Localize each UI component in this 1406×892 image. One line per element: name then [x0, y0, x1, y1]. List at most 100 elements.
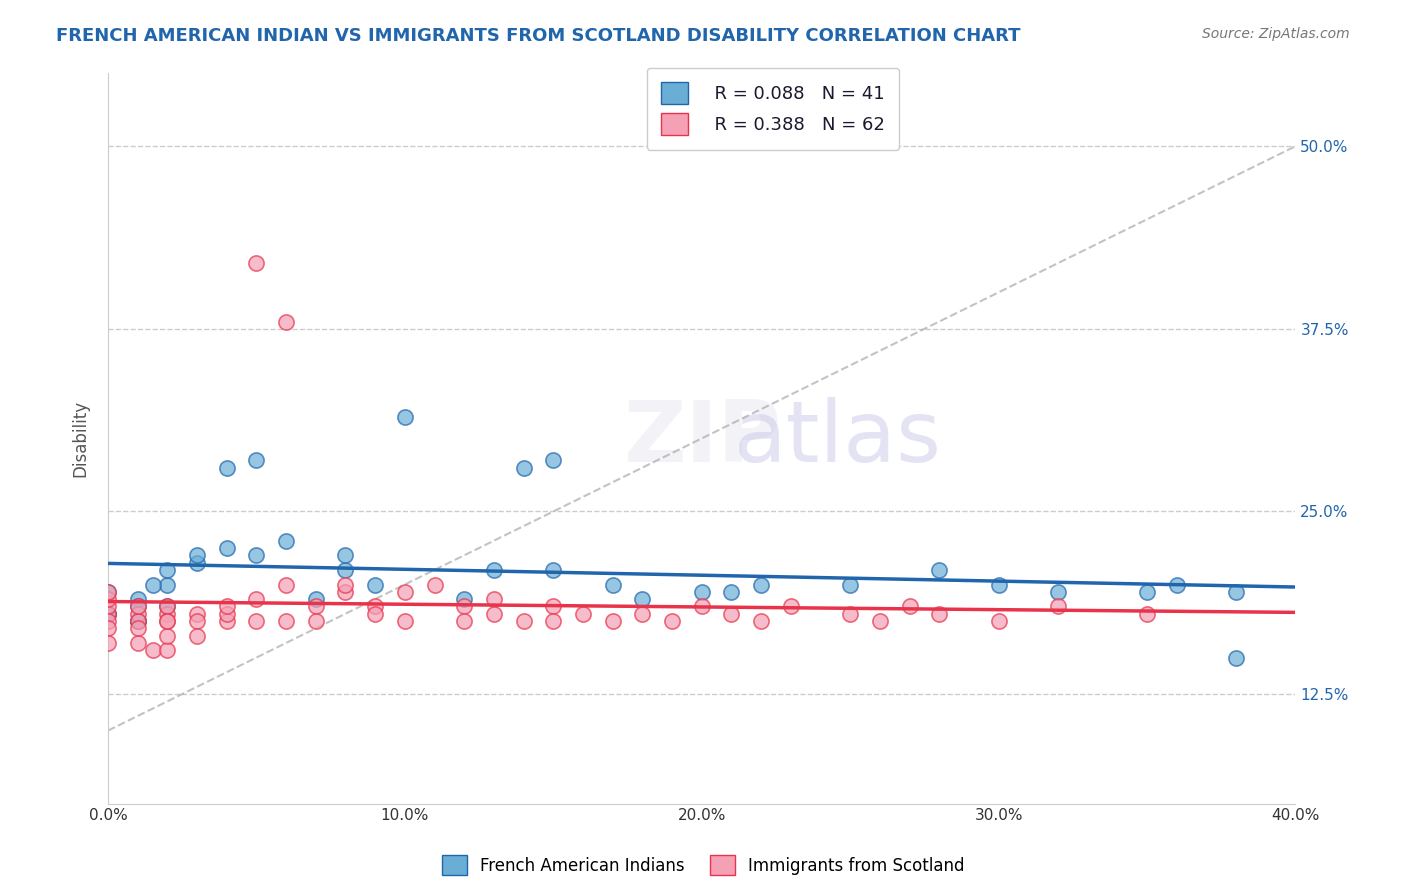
Point: [97, 607, 120, 621]
Point: [987, 614, 1010, 628]
Point: [1225, 650, 1247, 665]
Point: [127, 614, 149, 628]
Point: [97, 584, 120, 599]
Point: [335, 563, 357, 577]
Point: [1136, 584, 1159, 599]
Point: [512, 460, 534, 475]
Point: [1136, 607, 1159, 621]
Point: [97, 607, 120, 621]
Point: [423, 577, 446, 591]
Point: [482, 563, 505, 577]
Point: [274, 533, 297, 548]
Point: [245, 256, 267, 270]
Point: [305, 592, 328, 607]
Point: [186, 556, 208, 570]
Point: [928, 563, 950, 577]
Point: [156, 643, 179, 657]
Point: [364, 607, 387, 621]
Point: [453, 592, 475, 607]
Point: [127, 614, 149, 628]
Legend: French American Indians, Immigrants from Scotland: French American Indians, Immigrants from…: [433, 847, 973, 884]
Point: [543, 453, 565, 467]
Point: [97, 599, 120, 614]
Point: [186, 629, 208, 643]
Point: [572, 607, 595, 621]
Text: Source: ZipAtlas.com: Source: ZipAtlas.com: [1202, 27, 1350, 41]
Text: FRENCH AMERICAN INDIAN VS IMMIGRANTS FROM SCOTLAND DISABILITY CORRELATION CHART: FRENCH AMERICAN INDIAN VS IMMIGRANTS FRO…: [56, 27, 1021, 45]
Point: [186, 549, 208, 563]
Point: [661, 614, 683, 628]
Point: [186, 607, 208, 621]
Point: [335, 549, 357, 563]
Point: [141, 643, 163, 657]
Point: [305, 614, 328, 628]
Point: [97, 607, 120, 621]
Point: [631, 607, 654, 621]
Point: [482, 592, 505, 607]
Point: [186, 614, 208, 628]
Point: [127, 614, 149, 628]
Point: [1046, 584, 1069, 599]
Point: [839, 577, 862, 591]
Point: [97, 621, 120, 635]
Point: [156, 563, 179, 577]
Point: [482, 607, 505, 621]
Point: [245, 549, 267, 563]
Point: [543, 614, 565, 628]
Point: [335, 584, 357, 599]
Point: [127, 621, 149, 635]
Point: [869, 614, 891, 628]
Point: [97, 636, 120, 650]
Point: [394, 614, 416, 628]
Point: [720, 584, 742, 599]
Legend:   R = 0.088   N = 41,   R = 0.388   N = 62: R = 0.088 N = 41, R = 0.388 N = 62: [647, 68, 898, 150]
Text: atlas: atlas: [734, 397, 942, 480]
Point: [987, 577, 1010, 591]
Point: [274, 614, 297, 628]
Point: [928, 607, 950, 621]
Point: [543, 563, 565, 577]
Point: [156, 614, 179, 628]
Point: [156, 607, 179, 621]
Point: [335, 577, 357, 591]
Point: [97, 584, 120, 599]
Point: [690, 584, 713, 599]
Point: [215, 599, 238, 614]
Point: [156, 577, 179, 591]
Point: [97, 614, 120, 628]
Point: [305, 599, 328, 614]
Point: [779, 599, 801, 614]
Point: [543, 599, 565, 614]
Point: [749, 614, 772, 628]
Point: [602, 614, 624, 628]
Point: [512, 614, 534, 628]
Point: [215, 614, 238, 628]
Point: [127, 636, 149, 650]
Point: [274, 577, 297, 591]
Point: [1046, 599, 1069, 614]
Point: [245, 592, 267, 607]
Point: [127, 599, 149, 614]
Point: [215, 607, 238, 621]
Point: [898, 599, 921, 614]
Point: [839, 607, 862, 621]
Point: [1225, 584, 1247, 599]
Point: [215, 460, 238, 475]
Point: [245, 453, 267, 467]
Point: [1166, 577, 1188, 591]
Y-axis label: Disability: Disability: [72, 400, 89, 477]
Point: [631, 592, 654, 607]
Point: [453, 599, 475, 614]
Point: [720, 607, 742, 621]
Point: [364, 577, 387, 591]
Point: [602, 577, 624, 591]
Point: [690, 599, 713, 614]
Point: [156, 614, 179, 628]
Point: [97, 592, 120, 607]
Point: [274, 314, 297, 328]
Point: [364, 599, 387, 614]
Point: [127, 592, 149, 607]
Point: [245, 614, 267, 628]
Text: ZIP: ZIP: [623, 397, 780, 480]
Point: [453, 614, 475, 628]
